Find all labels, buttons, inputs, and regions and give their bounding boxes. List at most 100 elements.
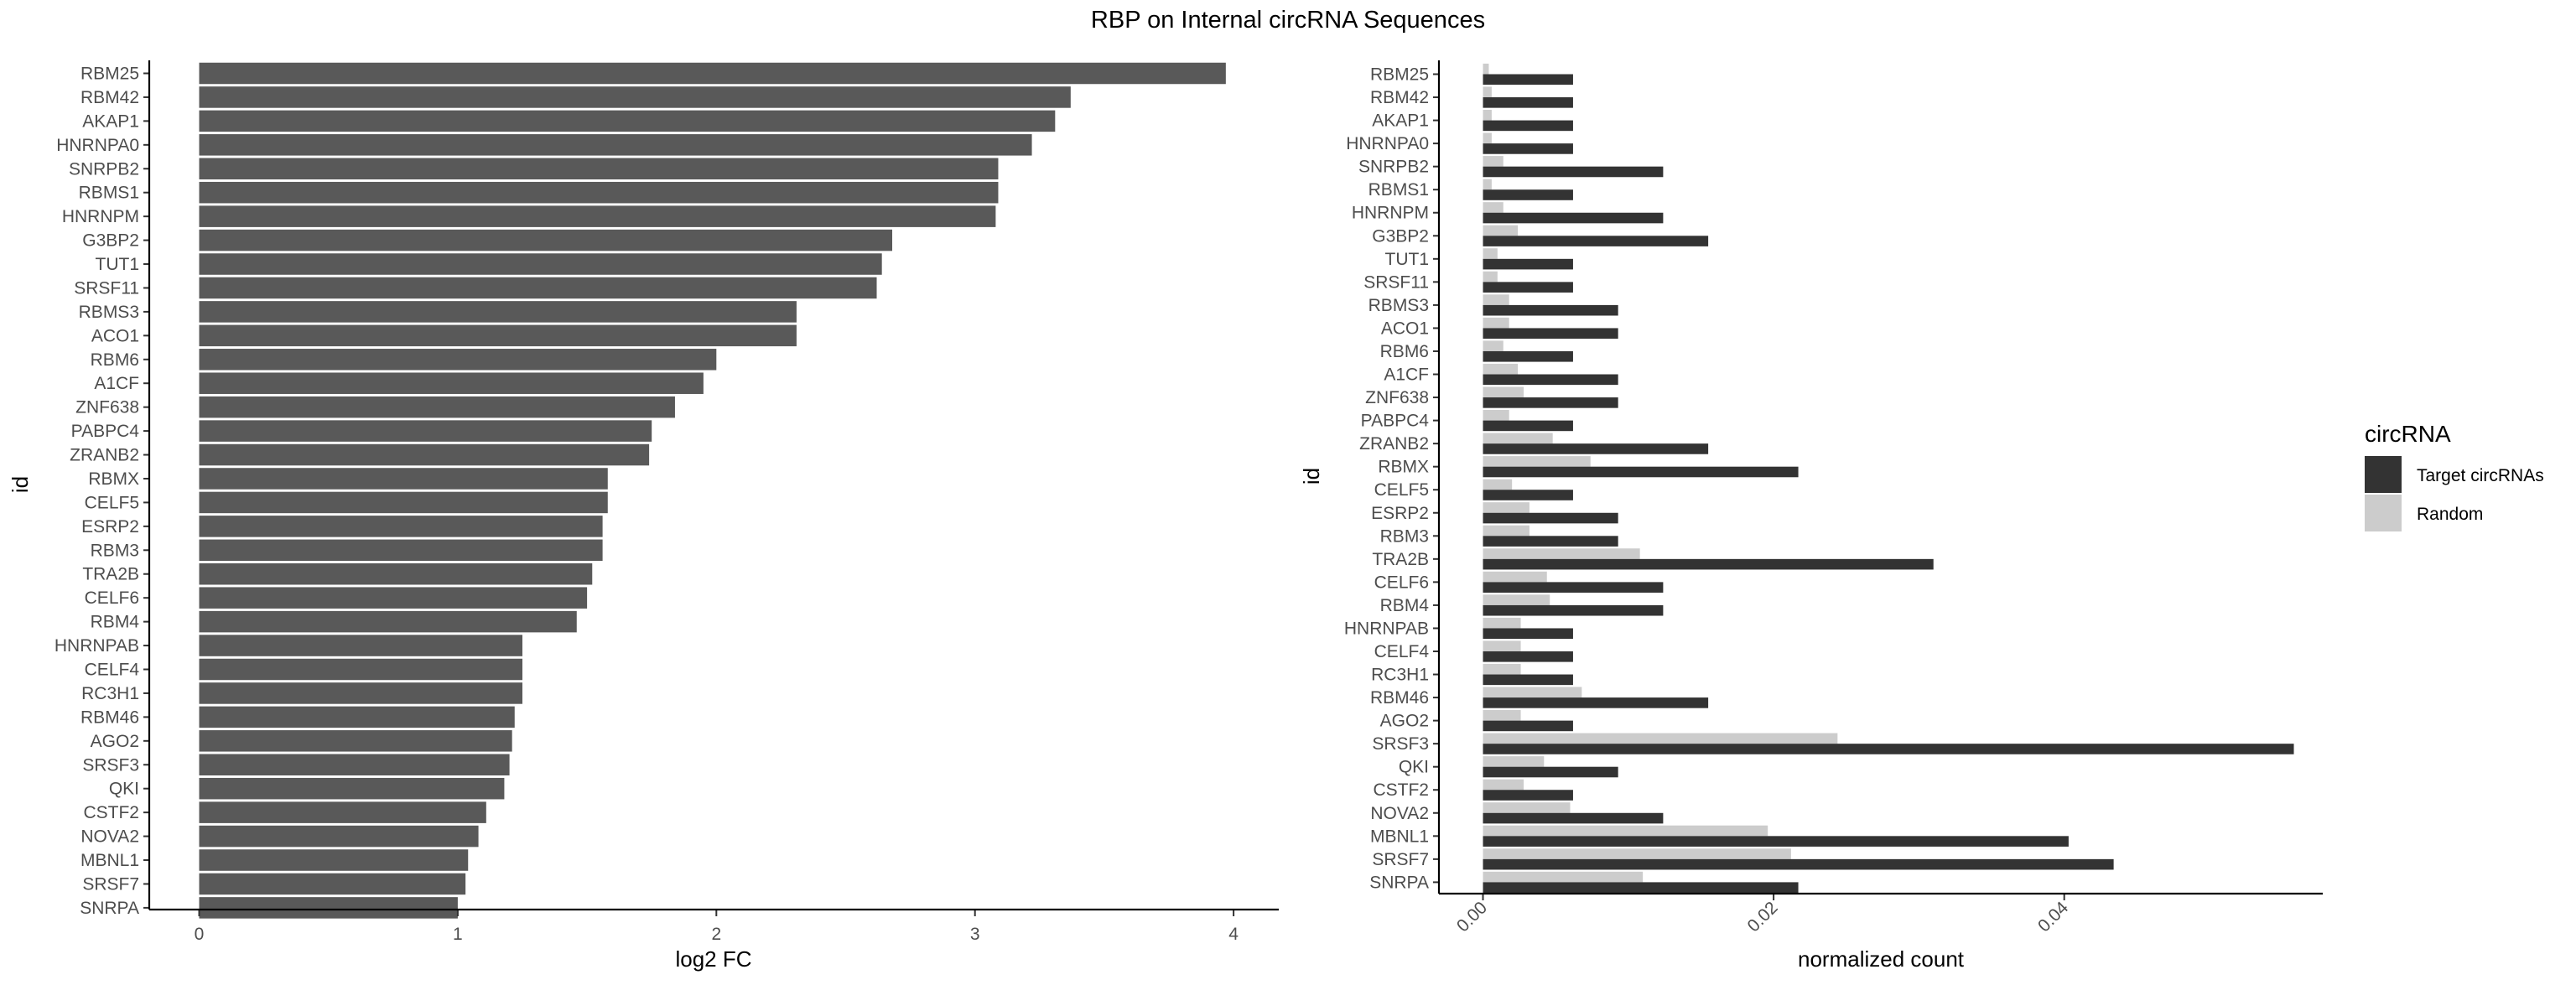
- bar-random-g3bp2: [1483, 225, 1519, 236]
- y-tick-label-esrp2: ESRP2: [1371, 504, 1429, 523]
- bar-nova2: [199, 825, 479, 848]
- bar-target-znf638: [1483, 397, 1618, 408]
- bar-hnrnpm: [199, 205, 996, 227]
- left-x-ticks: 0 1 2 3 4: [195, 910, 1239, 944]
- bar-random-celf6: [1483, 571, 1547, 583]
- y-tick-label-a1cf: A1CF: [1384, 365, 1429, 385]
- bar-target-snrpb2: [1483, 166, 1664, 178]
- bar-target-rbm6: [1483, 350, 1573, 362]
- bar-ago2: [199, 730, 512, 752]
- bar-target-rbms1: [1483, 189, 1573, 200]
- bar-target-tra2b: [1483, 558, 1934, 570]
- bar-random-tra2b: [1483, 548, 1640, 559]
- y-tick-label-ago2: AGO2: [91, 732, 139, 751]
- right-y-axis-title: id: [1299, 468, 1324, 485]
- bar-celf4: [199, 658, 522, 681]
- y-tick-label-rbm3: RBM3: [1380, 526, 1429, 546]
- y-tick-label-aco1: ACO1: [1381, 319, 1429, 338]
- bar-aco1: [199, 324, 797, 347]
- bar-rbm6: [199, 349, 717, 371]
- y-tick-label-znf638: ZNF638: [75, 398, 139, 417]
- y-tick-label-pabpc4: PABPC4: [71, 422, 140, 441]
- bar-random-nova2: [1483, 802, 1571, 813]
- left-bars: [199, 62, 1226, 919]
- bar-rc3h1: [199, 682, 522, 704]
- legend-title: circRNA: [2365, 421, 2451, 447]
- y-tick-label-rc3h1: RC3H1: [1371, 666, 1429, 685]
- y-tick-label-celf6: CELF6: [1374, 573, 1429, 592]
- bar-random-mbnl1: [1483, 825, 1768, 837]
- bar-random-srsf3: [1483, 733, 1838, 744]
- bar-random-rbms1: [1483, 179, 1492, 190]
- x-tick-label: 1: [453, 925, 463, 944]
- y-tick-label-mbnl1: MBNL1: [80, 851, 139, 870]
- y-tick-label-qki: QKI: [1399, 758, 1429, 777]
- y-tick-label-rbm42: RBM42: [1370, 88, 1429, 107]
- bar-random-aco1: [1483, 317, 1509, 329]
- bar-target-celf4: [1483, 651, 1573, 662]
- y-tick-label-hnrnpa0: HNRNPA0: [1346, 134, 1429, 153]
- bar-rbms3: [199, 301, 797, 323]
- bar-mbnl1: [199, 849, 469, 871]
- bar-qki: [199, 777, 505, 800]
- y-tick-label-rbm25: RBM25: [80, 65, 139, 84]
- y-tick-label-hnrnpa0: HNRNPA0: [56, 136, 139, 155]
- x-tick-label: 0.00: [1453, 898, 1491, 936]
- bar-target-akap1: [1483, 120, 1573, 132]
- bar-target-nova2: [1483, 812, 1664, 824]
- y-tick-label-snrpb2: SNRPB2: [1358, 158, 1429, 177]
- bar-target-rbmx: [1483, 466, 1799, 478]
- bar-target-hnrnpa0: [1483, 143, 1573, 154]
- bar-target-celf5: [1483, 490, 1573, 500]
- y-tick-label-rc3h1: RC3H1: [81, 684, 139, 703]
- bar-esrp2: [199, 516, 603, 537]
- bar-snrpb2: [199, 158, 999, 180]
- bar-target-aco1: [1483, 328, 1618, 340]
- bar-celf5: [199, 491, 608, 514]
- y-tick-label-hnrnpm: HNRNPM: [1352, 204, 1429, 223]
- bar-random-ago2: [1483, 710, 1521, 721]
- x-tick-label: 4: [1228, 925, 1239, 944]
- bar-random-rbmx: [1483, 456, 1591, 467]
- bar-random-rbm3: [1483, 525, 1530, 537]
- bar-random-rbms3: [1483, 294, 1509, 305]
- bar-target-g3bp2: [1483, 236, 1709, 246]
- y-tick-label-srsf11: SRSF11: [1363, 272, 1429, 292]
- y-tick-label-cstf2: CSTF2: [1373, 780, 1429, 800]
- bar-celf6: [199, 587, 588, 609]
- y-tick-label-mbnl1: MBNL1: [1370, 827, 1429, 846]
- bar-target-mbnl1: [1483, 836, 2069, 847]
- bar-akap1: [199, 110, 1056, 132]
- bar-srsf11: [199, 277, 877, 299]
- bar-target-rbms3: [1483, 304, 1618, 316]
- bar-random-cstf2: [1483, 779, 1524, 791]
- y-tick-label-rbm3: RBM3: [91, 541, 139, 560]
- bar-target-rbm4: [1483, 604, 1664, 616]
- bar-target-rc3h1: [1483, 674, 1573, 686]
- y-tick-label-celf4: CELF4: [1374, 642, 1430, 661]
- y-tick-label-rbms1: RBMS1: [1368, 180, 1429, 200]
- bar-target-cstf2: [1483, 790, 1573, 801]
- y-tick-label-aco1: ACO1: [91, 326, 139, 345]
- legend-key-random: [2365, 495, 2402, 531]
- x-tick-label: 0: [195, 925, 205, 944]
- y-tick-label-qki: QKI: [109, 780, 139, 799]
- y-tick-label-srsf7: SRSF7: [82, 874, 139, 894]
- y-tick-label-akap1: AKAP1: [1372, 111, 1429, 131]
- bar-target-hnrnpab: [1483, 628, 1573, 640]
- bar-rbm46: [199, 706, 515, 728]
- bar-random-pabpc4: [1483, 410, 1509, 421]
- x-tick-label: 3: [970, 925, 980, 944]
- bar-target-a1cf: [1483, 374, 1618, 386]
- x-tick-label: 2: [711, 925, 721, 944]
- y-tick-label-rbms3: RBMS3: [1368, 296, 1429, 315]
- y-tick-label-srsf7: SRSF7: [1372, 850, 1429, 869]
- y-tick-label-snrpa: SNRPA: [80, 899, 139, 918]
- y-tick-label-rbmx: RBMX: [88, 469, 139, 489]
- bar-random-tut1: [1483, 248, 1498, 259]
- bar-target-tut1: [1483, 258, 1573, 270]
- y-tick-label-celf4: CELF4: [85, 661, 140, 680]
- y-tick-label-rbm25: RBM25: [1370, 65, 1429, 85]
- bar-target-qki: [1483, 766, 1618, 778]
